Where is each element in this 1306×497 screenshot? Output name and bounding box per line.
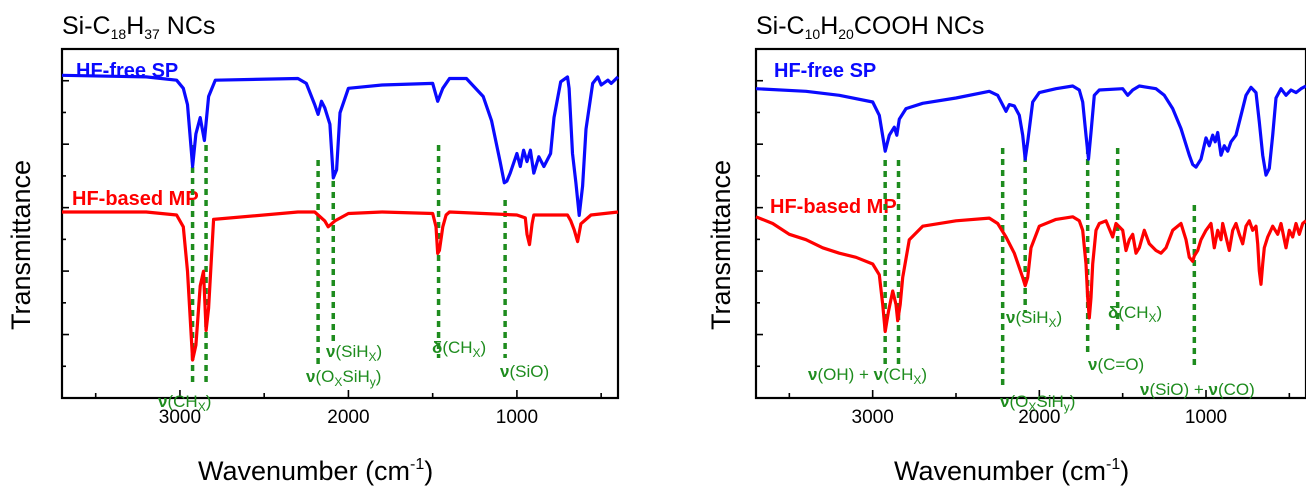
annotation-vco: ν(C=O) xyxy=(1088,355,1145,374)
x-axis-label-sup: -1 xyxy=(1106,456,1121,473)
annotation-vsio: ν(SiO) xyxy=(500,362,550,381)
series-line-hf-free-sp xyxy=(61,73,620,217)
title-part: NCs xyxy=(159,12,216,40)
x-axis-label-sup: -1 xyxy=(410,456,425,473)
legend-hf-based-mp: HF-based MP xyxy=(770,196,897,218)
plot-area xyxy=(60,47,620,400)
title-sub: 10 xyxy=(804,26,821,42)
plot-area xyxy=(754,47,1306,400)
x-tick-label: 1000 xyxy=(495,407,539,428)
legend-hf-based-mp: HF-based MP xyxy=(72,188,199,210)
chart-panel-c18h37: Si-C18H37 NCs Transmittance Wavenumber (… xyxy=(0,0,640,497)
x-axis-label-end: ) xyxy=(424,456,434,486)
annotation-dch: δ(CHX) xyxy=(432,338,487,360)
x-axis-label-text: Wavenumber (cm xyxy=(198,456,411,486)
series-line-hf-free-sp xyxy=(755,84,1306,177)
legend-hf-free-sp: HF-free SP xyxy=(774,60,877,82)
series-line-hf-based-mp xyxy=(755,215,1306,334)
x-axis-label: Wavenumber (cm-1) xyxy=(894,456,1129,487)
annotation-dch: δ(CHX) xyxy=(1108,303,1163,325)
plot-frame xyxy=(60,47,620,400)
title-part: Si-C xyxy=(756,12,805,40)
annotation-vohch: ν(OH) + ν(CHX) xyxy=(808,365,928,387)
series-line-hf-based-mp xyxy=(62,210,619,362)
x-axis-label: Wavenumber (cm-1) xyxy=(198,456,433,487)
chart-title: Si-C18H37 NCs xyxy=(62,12,215,42)
x-tick-label: 3000 xyxy=(851,407,894,428)
annotation-voxsih: ν(OXSiHy) xyxy=(1000,392,1076,414)
x-tick-label: 3000 xyxy=(158,407,202,428)
x-axis-label-end: ) xyxy=(1120,456,1130,486)
annotation-vsih: ν(SiHX) xyxy=(1006,308,1063,330)
title-sub: 37 xyxy=(144,26,160,42)
title-sub: 20 xyxy=(838,26,854,42)
title-part: H xyxy=(820,12,839,40)
x-axis-label-text: Wavenumber (cm xyxy=(894,456,1107,486)
annotation-voxsih: ν(OXSiHy) xyxy=(306,367,382,389)
annotation-vch: ν(CHX) xyxy=(158,392,212,414)
title-part: COOH NCs xyxy=(853,12,985,40)
x-tick-label: 2000 xyxy=(1018,407,1061,428)
title-part: H xyxy=(126,12,145,40)
title-sub: 18 xyxy=(110,26,127,42)
title-part: Si-C xyxy=(62,12,111,40)
chart-title: Si-C10H20COOH NCs xyxy=(756,12,984,42)
x-tick-label: 1000 xyxy=(1184,407,1228,428)
annotation-vsioco: ν(SiO) + ν(CO) xyxy=(1140,380,1255,399)
x-tick-label: 2000 xyxy=(327,407,370,428)
annotation-vsih: ν(SiHX) xyxy=(326,342,383,364)
chart-panel-c10h20cooh: Si-C10H20COOH NCs Transmittance Wavenumb… xyxy=(698,0,1306,497)
plot-frame xyxy=(754,47,1306,400)
